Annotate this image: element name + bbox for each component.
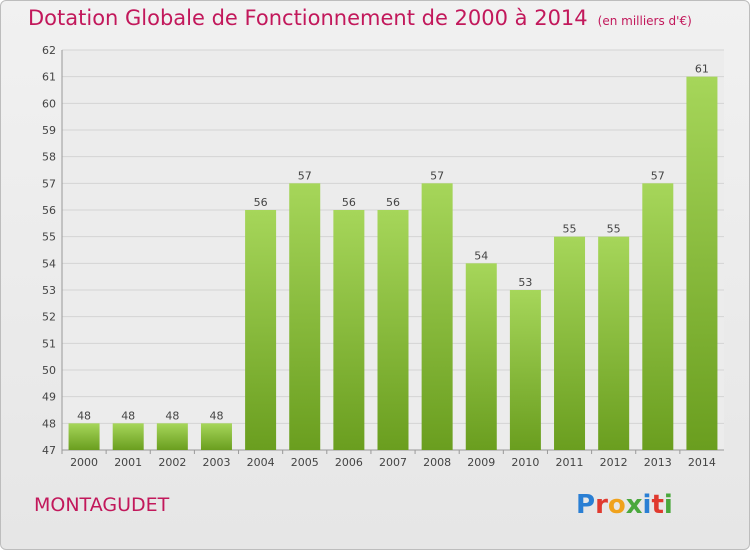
data-label: 54 [474, 249, 488, 262]
data-label: 56 [254, 196, 268, 209]
bar [642, 183, 674, 451]
bar [509, 290, 541, 450]
bar [156, 423, 188, 450]
y-tick-label: 47 [42, 444, 56, 457]
y-tick-label: 51 [42, 337, 56, 350]
logo-letter: t [651, 490, 664, 520]
x-tick-label: 2014 [688, 456, 716, 469]
bar [465, 263, 497, 450]
y-tick-label: 61 [42, 71, 56, 84]
x-tick-label: 2013 [644, 456, 672, 469]
data-label: 55 [563, 223, 577, 236]
x-tick-label: 2003 [202, 456, 230, 469]
y-tick-label: 56 [42, 204, 56, 217]
y-tick-label: 58 [42, 151, 56, 164]
data-label: 57 [651, 169, 665, 182]
bar [289, 183, 321, 451]
data-label: 56 [386, 196, 400, 209]
bar [377, 210, 409, 450]
y-tick-label: 54 [42, 257, 56, 270]
commune-name: MONTAGUDET [34, 494, 170, 516]
bar [554, 236, 586, 450]
y-tick-label: 52 [42, 311, 56, 324]
bar [686, 76, 718, 451]
data-label: 55 [607, 223, 621, 236]
logo-letter: P [576, 490, 596, 520]
x-tick-label: 2005 [291, 456, 319, 469]
data-label: 48 [77, 409, 91, 422]
chart-title-text: Dotation Globale de Fonctionnement de 20… [28, 6, 588, 30]
y-tick-label: 49 [42, 391, 56, 404]
x-tick-label: 2010 [511, 456, 539, 469]
bar [245, 210, 277, 450]
x-tick-label: 2006 [335, 456, 363, 469]
logo-letter: r [595, 490, 608, 520]
bar [421, 183, 453, 451]
logo-letter: x [625, 490, 643, 520]
data-label: 57 [430, 169, 444, 182]
logo-letter: i [642, 490, 652, 520]
chart-title: Dotation Globale de Fonctionnement de 20… [28, 6, 692, 30]
x-tick-label: 2011 [556, 456, 584, 469]
y-tick-label: 48 [42, 417, 56, 430]
y-tick-label: 60 [42, 97, 56, 110]
data-label: 48 [121, 409, 135, 422]
logo-letter: i [663, 490, 673, 520]
x-tick-label: 2012 [600, 456, 628, 469]
y-tick-label: 53 [42, 284, 56, 297]
x-tick-label: 2002 [158, 456, 186, 469]
data-label: 48 [209, 409, 223, 422]
bar [598, 236, 630, 450]
x-tick-label: 2009 [467, 456, 495, 469]
data-label: 61 [695, 63, 709, 76]
x-tick-label: 2004 [247, 456, 275, 469]
proxiti-logo: Proxiti [576, 490, 673, 520]
bar [333, 210, 365, 450]
bar [200, 423, 232, 450]
y-tick-label: 57 [42, 177, 56, 190]
data-label: 57 [298, 169, 312, 182]
data-label: 56 [342, 196, 356, 209]
y-tick-label: 50 [42, 364, 56, 377]
x-tick-label: 2008 [423, 456, 451, 469]
chart-unit-note: (en milliers d'€) [597, 14, 692, 28]
y-tick-label: 62 [42, 44, 56, 57]
x-tick-label: 2000 [70, 456, 98, 469]
data-label: 53 [518, 276, 532, 289]
x-tick-label: 2007 [379, 456, 407, 469]
x-tick-label: 2001 [114, 456, 142, 469]
y-tick-label: 59 [42, 124, 56, 137]
y-tick-label: 55 [42, 231, 56, 244]
bar [68, 423, 100, 450]
bar [112, 423, 144, 450]
data-label: 48 [165, 409, 179, 422]
logo-letter: o [607, 490, 626, 520]
